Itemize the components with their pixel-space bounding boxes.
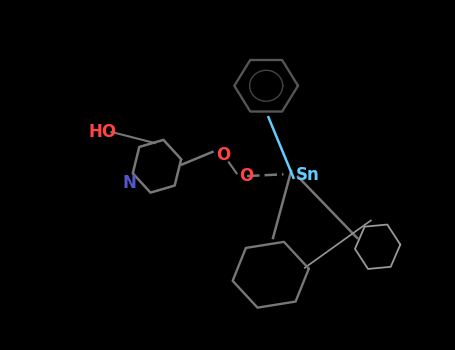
Text: O: O: [239, 167, 253, 185]
Text: Sn: Sn: [296, 166, 319, 184]
Text: O: O: [216, 146, 230, 164]
Text: HO: HO: [89, 123, 117, 141]
Text: N: N: [123, 174, 136, 192]
